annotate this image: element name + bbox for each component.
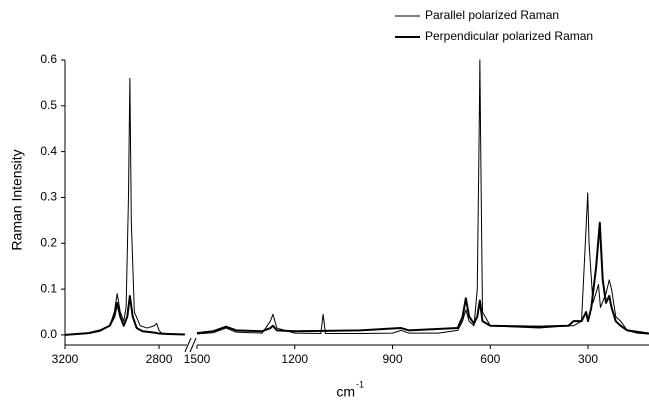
x-tick-label: 600 <box>480 352 500 366</box>
x-tick-label: 1200 <box>281 352 308 366</box>
spectrum-line <box>65 78 185 335</box>
y-tick-label: 0.1 <box>40 281 57 295</box>
x-tick-label: 300 <box>578 352 598 366</box>
spectrum-line <box>197 223 649 334</box>
y-tick-label: 0.4 <box>40 144 57 158</box>
y-axis-label: Raman Intensity <box>9 149 25 250</box>
x-tick-label: 3200 <box>52 352 79 366</box>
legend-label: Perpendicular polarized Raman <box>425 29 593 43</box>
x-axis-label: cm <box>336 384 355 400</box>
x-tick-label: 900 <box>383 352 403 366</box>
y-tick-label: 0.3 <box>40 190 57 204</box>
x-tick-label: 1500 <box>184 352 211 366</box>
y-tick-label: 0.6 <box>40 52 57 66</box>
legend-label: Parallel polarized Raman <box>425 8 559 22</box>
x-tick-label: 2800 <box>146 352 173 366</box>
y-tick-label: 0.0 <box>40 327 57 341</box>
x-axis-label-sup: -1 <box>356 379 364 389</box>
spectrum-line <box>197 60 649 334</box>
y-tick-label: 0.5 <box>40 98 57 112</box>
y-tick-label: 0.2 <box>40 235 57 249</box>
